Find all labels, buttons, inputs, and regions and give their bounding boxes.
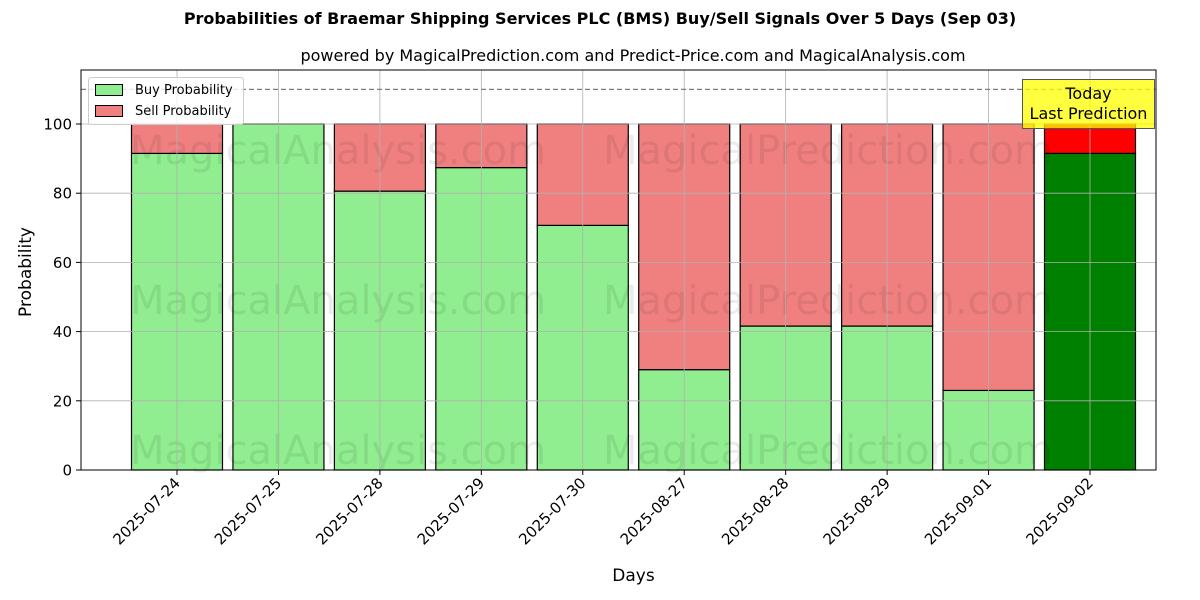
x-tick-label: 2025-07-28 <box>312 474 386 548</box>
watermark: MagicalAnalysis.com <box>130 128 546 174</box>
watermark: MagicalPrediction.com <box>603 128 1053 174</box>
x-tick-label: 2025-07-29 <box>414 474 488 548</box>
legend-sell-label: Sell Probability <box>135 103 232 119</box>
x-tick-label: 2025-07-30 <box>515 474 589 548</box>
watermark: MagicalAnalysis.com <box>130 428 546 474</box>
watermark: MagicalAnalysis.com <box>130 278 546 324</box>
legend-item-buy: Buy Probability <box>95 82 233 98</box>
y-tick-label: 20 <box>53 392 72 410</box>
x-tick-label: 2025-09-02 <box>1022 474 1096 548</box>
x-axis-label: Days <box>612 566 655 586</box>
x-tick-label: 2025-09-01 <box>921 474 995 548</box>
buy-swatch-icon <box>95 84 123 96</box>
chart-subtitle: powered by MagicalPrediction.com and Pre… <box>300 46 966 65</box>
y-axis-label: Probability <box>16 227 36 317</box>
annotation-line1: Today <box>1065 84 1112 103</box>
x-tick-label: 2025-08-27 <box>617 474 691 548</box>
y-tick-label: 80 <box>53 185 72 203</box>
today-annotation: Today Last Prediction <box>1022 79 1155 129</box>
watermark: MagicalPrediction.com <box>603 428 1053 474</box>
watermark: MagicalPrediction.com <box>603 278 1053 324</box>
x-tick-label: 2025-08-29 <box>820 474 894 548</box>
chart-title: Probabilities of Braemar Shipping Servic… <box>183 9 1017 28</box>
y-tick-label: 60 <box>53 254 72 272</box>
legend: Buy Probability Sell Probability <box>88 77 244 125</box>
plot-frame <box>80 69 1157 471</box>
y-tick-label: 40 <box>53 323 72 341</box>
annotation-line2: Last Prediction <box>1029 104 1148 123</box>
legend-buy-label: Buy Probability <box>135 82 233 98</box>
x-tick-label: 2025-07-24 <box>109 474 183 548</box>
sell-swatch-icon <box>95 105 123 117</box>
y-tick-label: 0 <box>62 462 72 480</box>
x-tick-label: 2025-08-28 <box>718 474 792 548</box>
x-tick-label: 2025-07-25 <box>211 474 285 548</box>
y-tick-label: 100 <box>43 116 72 134</box>
legend-item-sell: Sell Probability <box>95 103 231 119</box>
